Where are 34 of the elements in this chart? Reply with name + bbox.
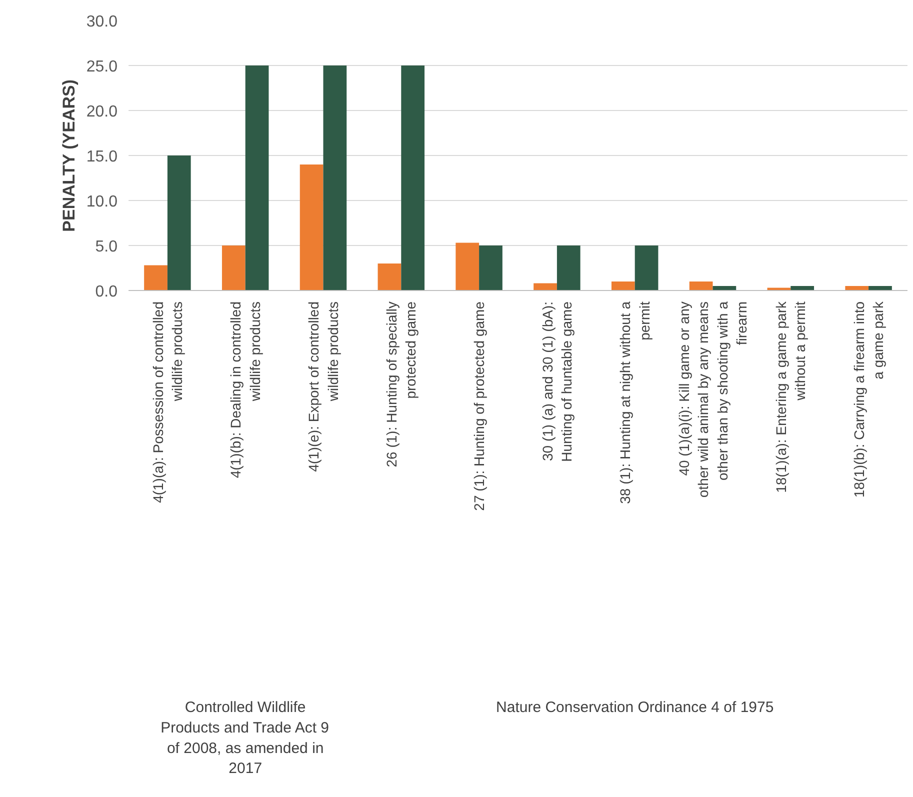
y-tick-label: 30.0 xyxy=(86,14,118,30)
x-tick-label: 4(1)(a): Possession of controlled wildlife products xyxy=(150,301,186,504)
x-tick-label: 40 (1)(a)(i): Kill game or any other wild animal by any means other than by shooting with a firearm xyxy=(676,301,750,498)
y-tick-label: 0.0 xyxy=(95,284,118,300)
bar xyxy=(401,66,425,290)
x-tick-label: 4(1)(e): Export of controlled wildlife products xyxy=(306,301,341,472)
x-tick-label: 38 (1): Hunting at night without a permit xyxy=(617,301,652,504)
y-axis-title: PENALTY (YEARS) xyxy=(59,79,78,232)
bar xyxy=(300,164,324,290)
bar xyxy=(222,246,246,290)
y-tick-label: 10.0 xyxy=(86,194,118,210)
bar xyxy=(534,283,557,290)
text: Controlled Wildlife Products and Trade Act 9 of 2008, as amended in 2017 xyxy=(160,699,330,778)
x-tick-label: 27 (1): Hunting of protected game xyxy=(471,301,488,511)
y-tick-label: 25.0 xyxy=(86,58,118,76)
bar xyxy=(556,246,580,290)
x-tick-label: 4(1)(b): Dealing in controlled wildlife products xyxy=(228,301,263,478)
bar xyxy=(245,66,269,290)
bar xyxy=(479,246,502,290)
bar xyxy=(611,282,635,290)
bar xyxy=(634,246,658,290)
bar xyxy=(144,265,168,290)
x-tick-label: 18(1)(b): Carrying a firearm into a game park xyxy=(850,300,886,498)
text: Nature Conservation Ordinance 4 of 1975 xyxy=(496,699,774,716)
bar xyxy=(689,282,713,290)
x-tick-label: 26 (1): Hunting of specially protected game xyxy=(384,301,419,468)
bar xyxy=(378,264,402,290)
bar xyxy=(456,242,480,290)
x-tick-label: 30 (1) (a) and 30 (1) (bA): Hunting of huntable game xyxy=(539,301,575,462)
y-tick-label: 5.0 xyxy=(95,238,118,256)
y-tick-label: 20.0 xyxy=(86,104,118,120)
y-tick-label: 15.0 xyxy=(86,148,118,166)
bar xyxy=(167,156,191,290)
bar xyxy=(323,66,347,290)
